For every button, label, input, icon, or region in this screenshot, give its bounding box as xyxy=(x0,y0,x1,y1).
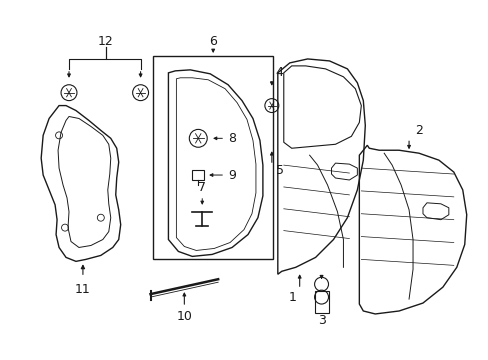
Text: 2: 2 xyxy=(414,124,422,137)
Text: 5: 5 xyxy=(275,163,283,176)
Bar xyxy=(314,291,328,313)
Text: 3: 3 xyxy=(317,314,325,327)
Text: 4: 4 xyxy=(275,66,283,79)
Text: 11: 11 xyxy=(75,283,91,296)
Text: 9: 9 xyxy=(228,168,236,181)
Text: 6: 6 xyxy=(209,35,217,48)
Text: 12: 12 xyxy=(98,35,113,48)
Text: 10: 10 xyxy=(176,310,192,323)
Text: 1: 1 xyxy=(288,291,296,303)
Text: 8: 8 xyxy=(227,132,236,145)
Bar xyxy=(192,170,204,180)
Bar xyxy=(152,56,272,260)
Text: 7: 7 xyxy=(198,181,206,194)
